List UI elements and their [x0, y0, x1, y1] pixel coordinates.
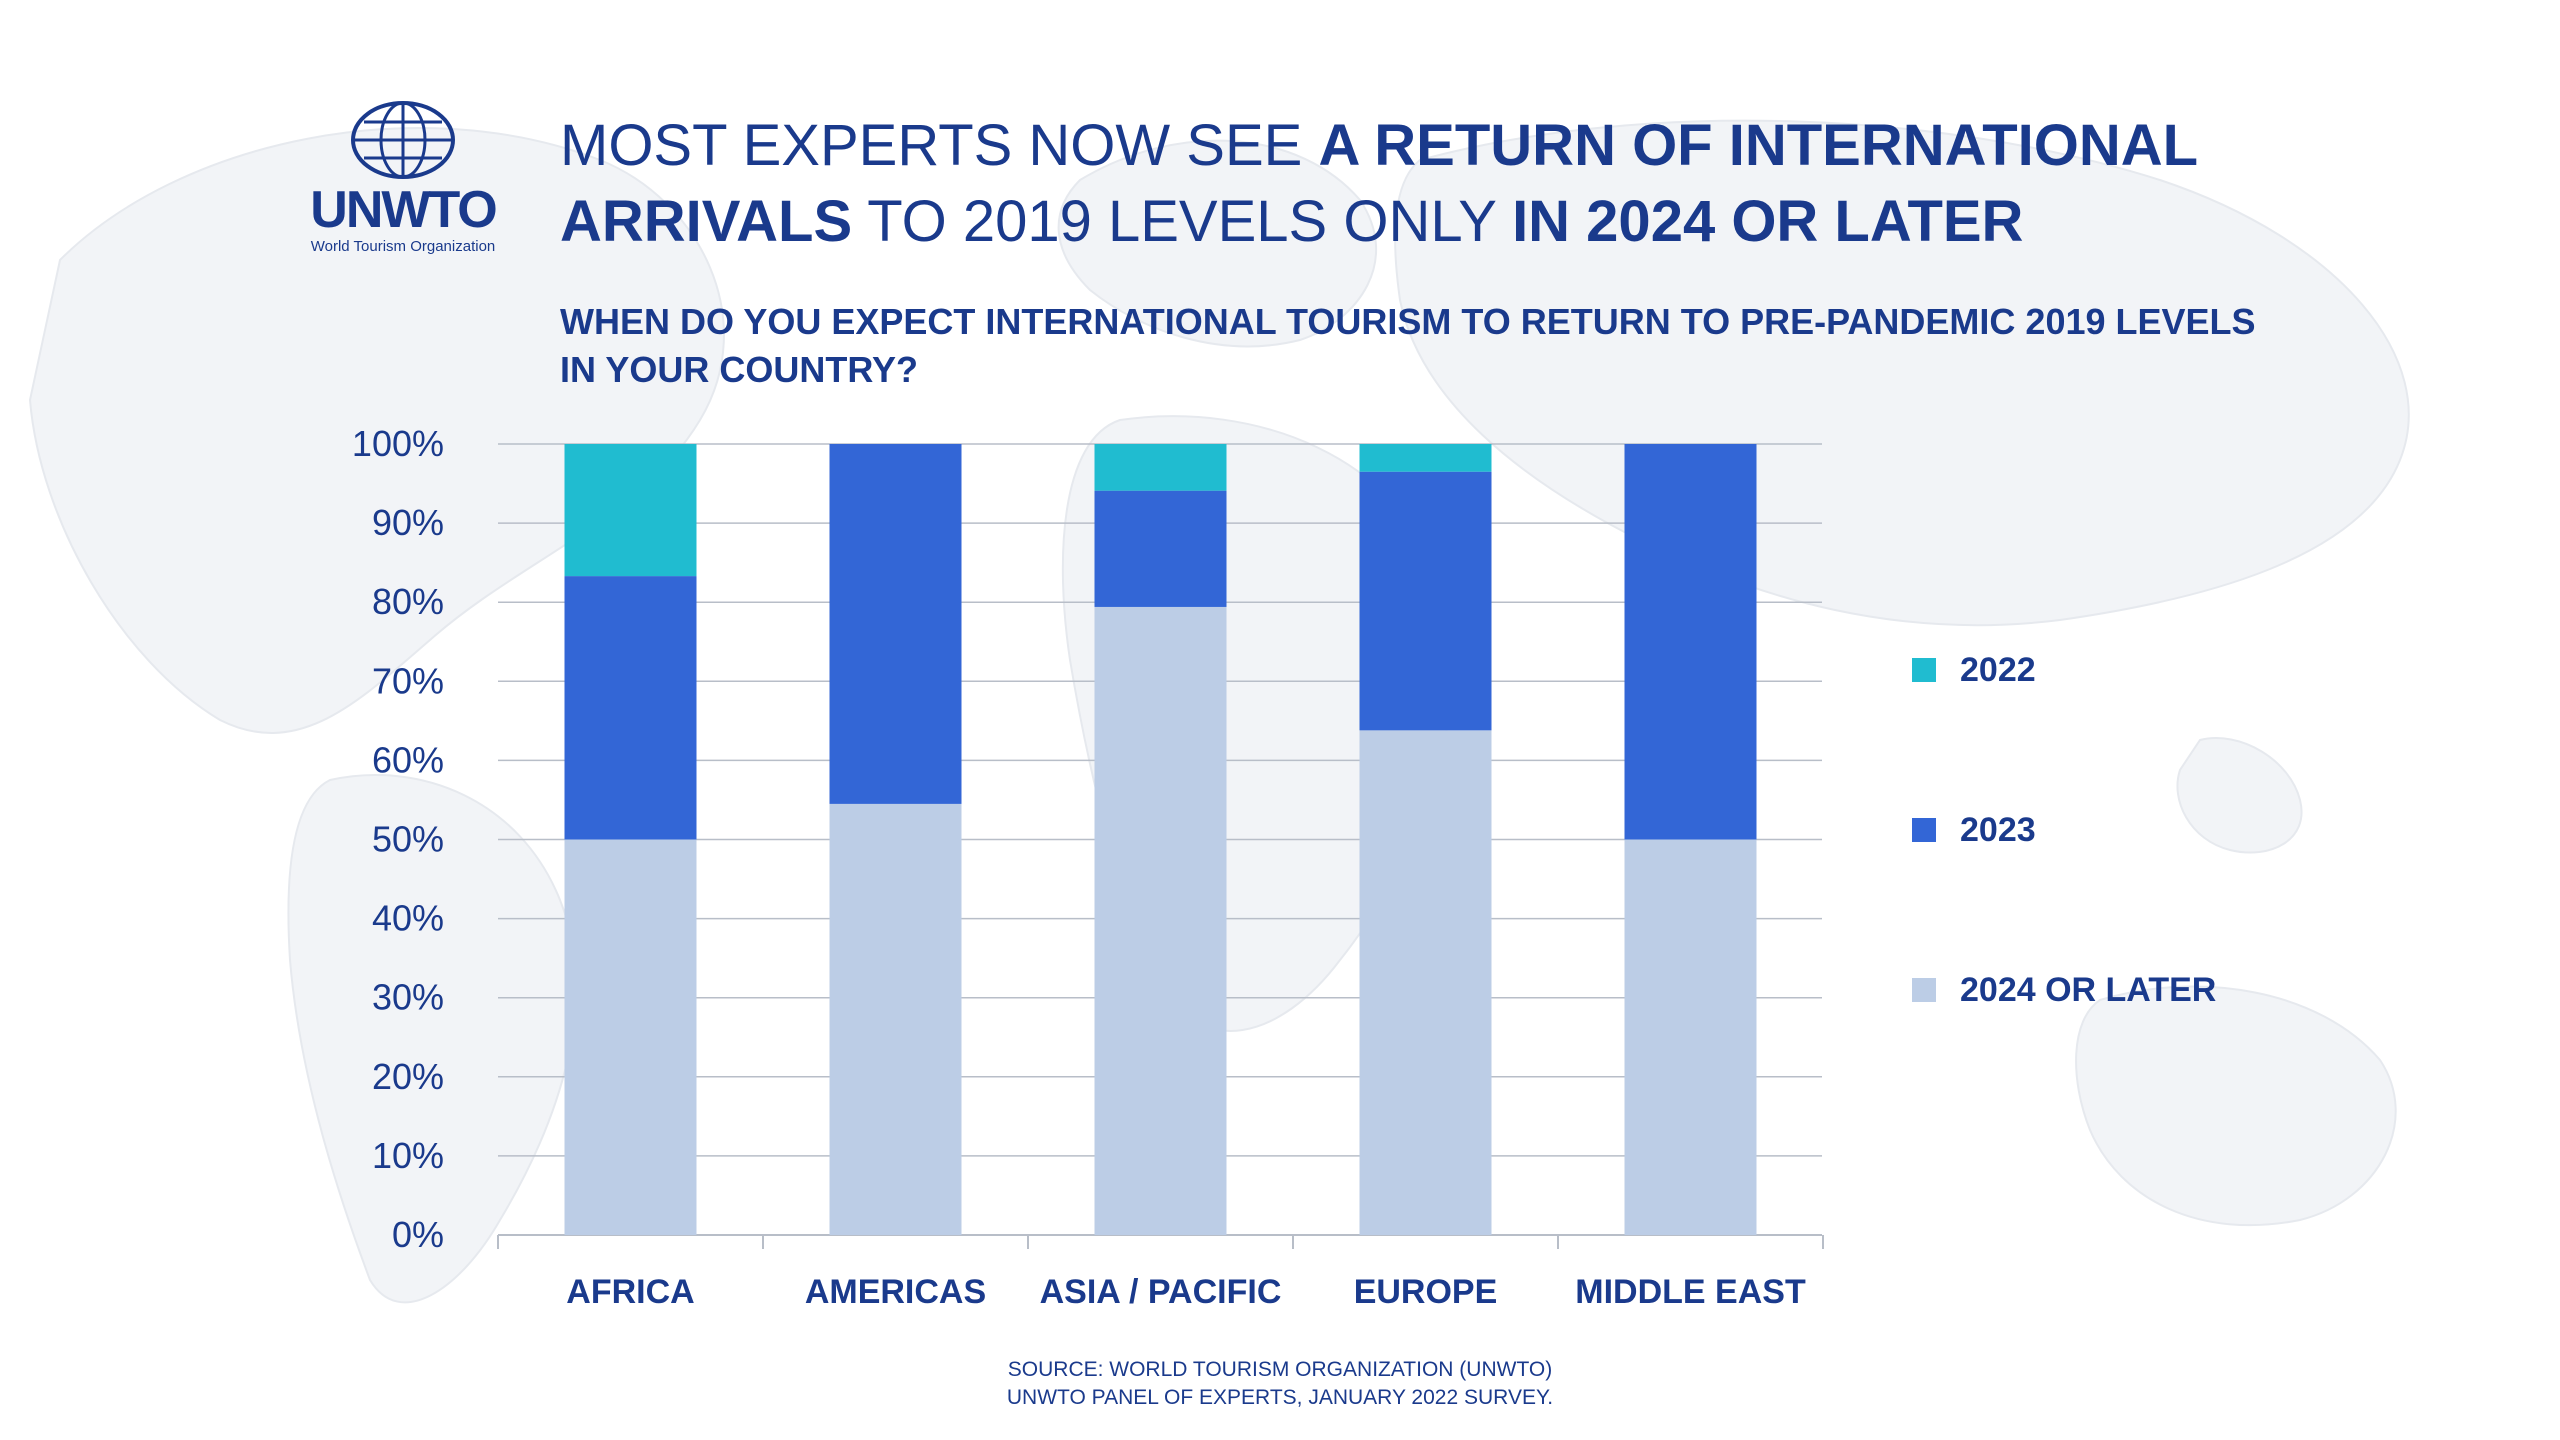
- y-tick-label: 90%: [372, 502, 444, 543]
- y-tick-label: 80%: [372, 581, 444, 622]
- bar-segment-2023: [564, 576, 697, 840]
- bar-segment-2023: [1624, 444, 1757, 840]
- title-line2-bold-a: ARRIVALS: [560, 189, 853, 254]
- page-title: MOST EXPERTS NOW SEE A RETURN OF INTERNA…: [560, 108, 2410, 260]
- title-line1-light: MOST EXPERTS NOW SEE: [560, 113, 1319, 178]
- x-tick-label: MIDDLE EAST: [1575, 1273, 1806, 1311]
- globe-icon: [351, 101, 455, 179]
- bar-segment-2023: [1359, 471, 1492, 731]
- y-tick-label: 10%: [372, 1135, 444, 1176]
- y-tick-label: 0%: [392, 1214, 444, 1255]
- title-line1-bold: A RETURN OF INTERNATIONAL: [1318, 113, 2199, 178]
- bar-segment-2023: [829, 444, 962, 804]
- y-tick-label: 100%: [352, 423, 444, 464]
- legend-label: 2024 OR LATER: [1960, 971, 2216, 1009]
- bar-segment-2022: [1359, 444, 1492, 472]
- bar-segment-2023: [1094, 490, 1227, 607]
- y-tick-label: 60%: [372, 739, 444, 780]
- y-tick-label: 20%: [372, 1056, 444, 1097]
- x-tick-label: EUROPE: [1354, 1273, 1498, 1311]
- legend-swatch: [1912, 658, 1936, 682]
- logo-subtitle: World Tourism Organization: [310, 238, 496, 255]
- title-line2-bold-b: IN 2024 OR LATER: [1512, 189, 2024, 254]
- bar-segment-2024-or-later: [1094, 606, 1227, 1235]
- x-tick-label: ASIA / PACIFIC: [1040, 1273, 1282, 1311]
- title-line2-light: TO 2019 LEVELS ONLY: [852, 189, 1513, 254]
- y-tick-label: 30%: [372, 977, 444, 1018]
- source-line1: SOURCE: WORLD TOURISM ORGANIZATION (UNWT…: [1007, 1358, 1553, 1381]
- legend-label: 2023: [1960, 811, 2036, 849]
- unwto-logo: UNWTO World Tourism Organization: [308, 100, 498, 260]
- legend-label: 2022: [1960, 651, 2036, 689]
- bar-segment-2024-or-later: [564, 839, 697, 1235]
- bar-segment-2024-or-later: [1624, 839, 1757, 1235]
- bar-segment-2024-or-later: [1359, 730, 1492, 1235]
- legend-swatch: [1912, 978, 1936, 1002]
- bar-segment-2022: [1094, 444, 1227, 491]
- chart-question: WHEN DO YOU EXPECT INTERNATIONAL TOURISM…: [560, 301, 2256, 390]
- source-note: SOURCE: WORLD TOURISM ORGANIZATION (UNWT…: [780, 1356, 1780, 1412]
- bar-segment-2022: [564, 444, 697, 577]
- x-tick-label: AFRICA: [566, 1273, 694, 1311]
- y-tick-label: 50%: [372, 819, 444, 860]
- bar-segment-2024-or-later: [829, 803, 962, 1235]
- logo-wordmark: UNWTO: [310, 181, 497, 239]
- x-tick-label: AMERICAS: [805, 1273, 986, 1311]
- legend-swatch: [1912, 818, 1936, 842]
- y-tick-label: 40%: [372, 898, 444, 939]
- y-tick-label: 70%: [372, 660, 444, 701]
- source-line2: UNWTO PANEL OF EXPERTS, JANUARY 2022 SUR…: [1006, 1386, 1554, 1409]
